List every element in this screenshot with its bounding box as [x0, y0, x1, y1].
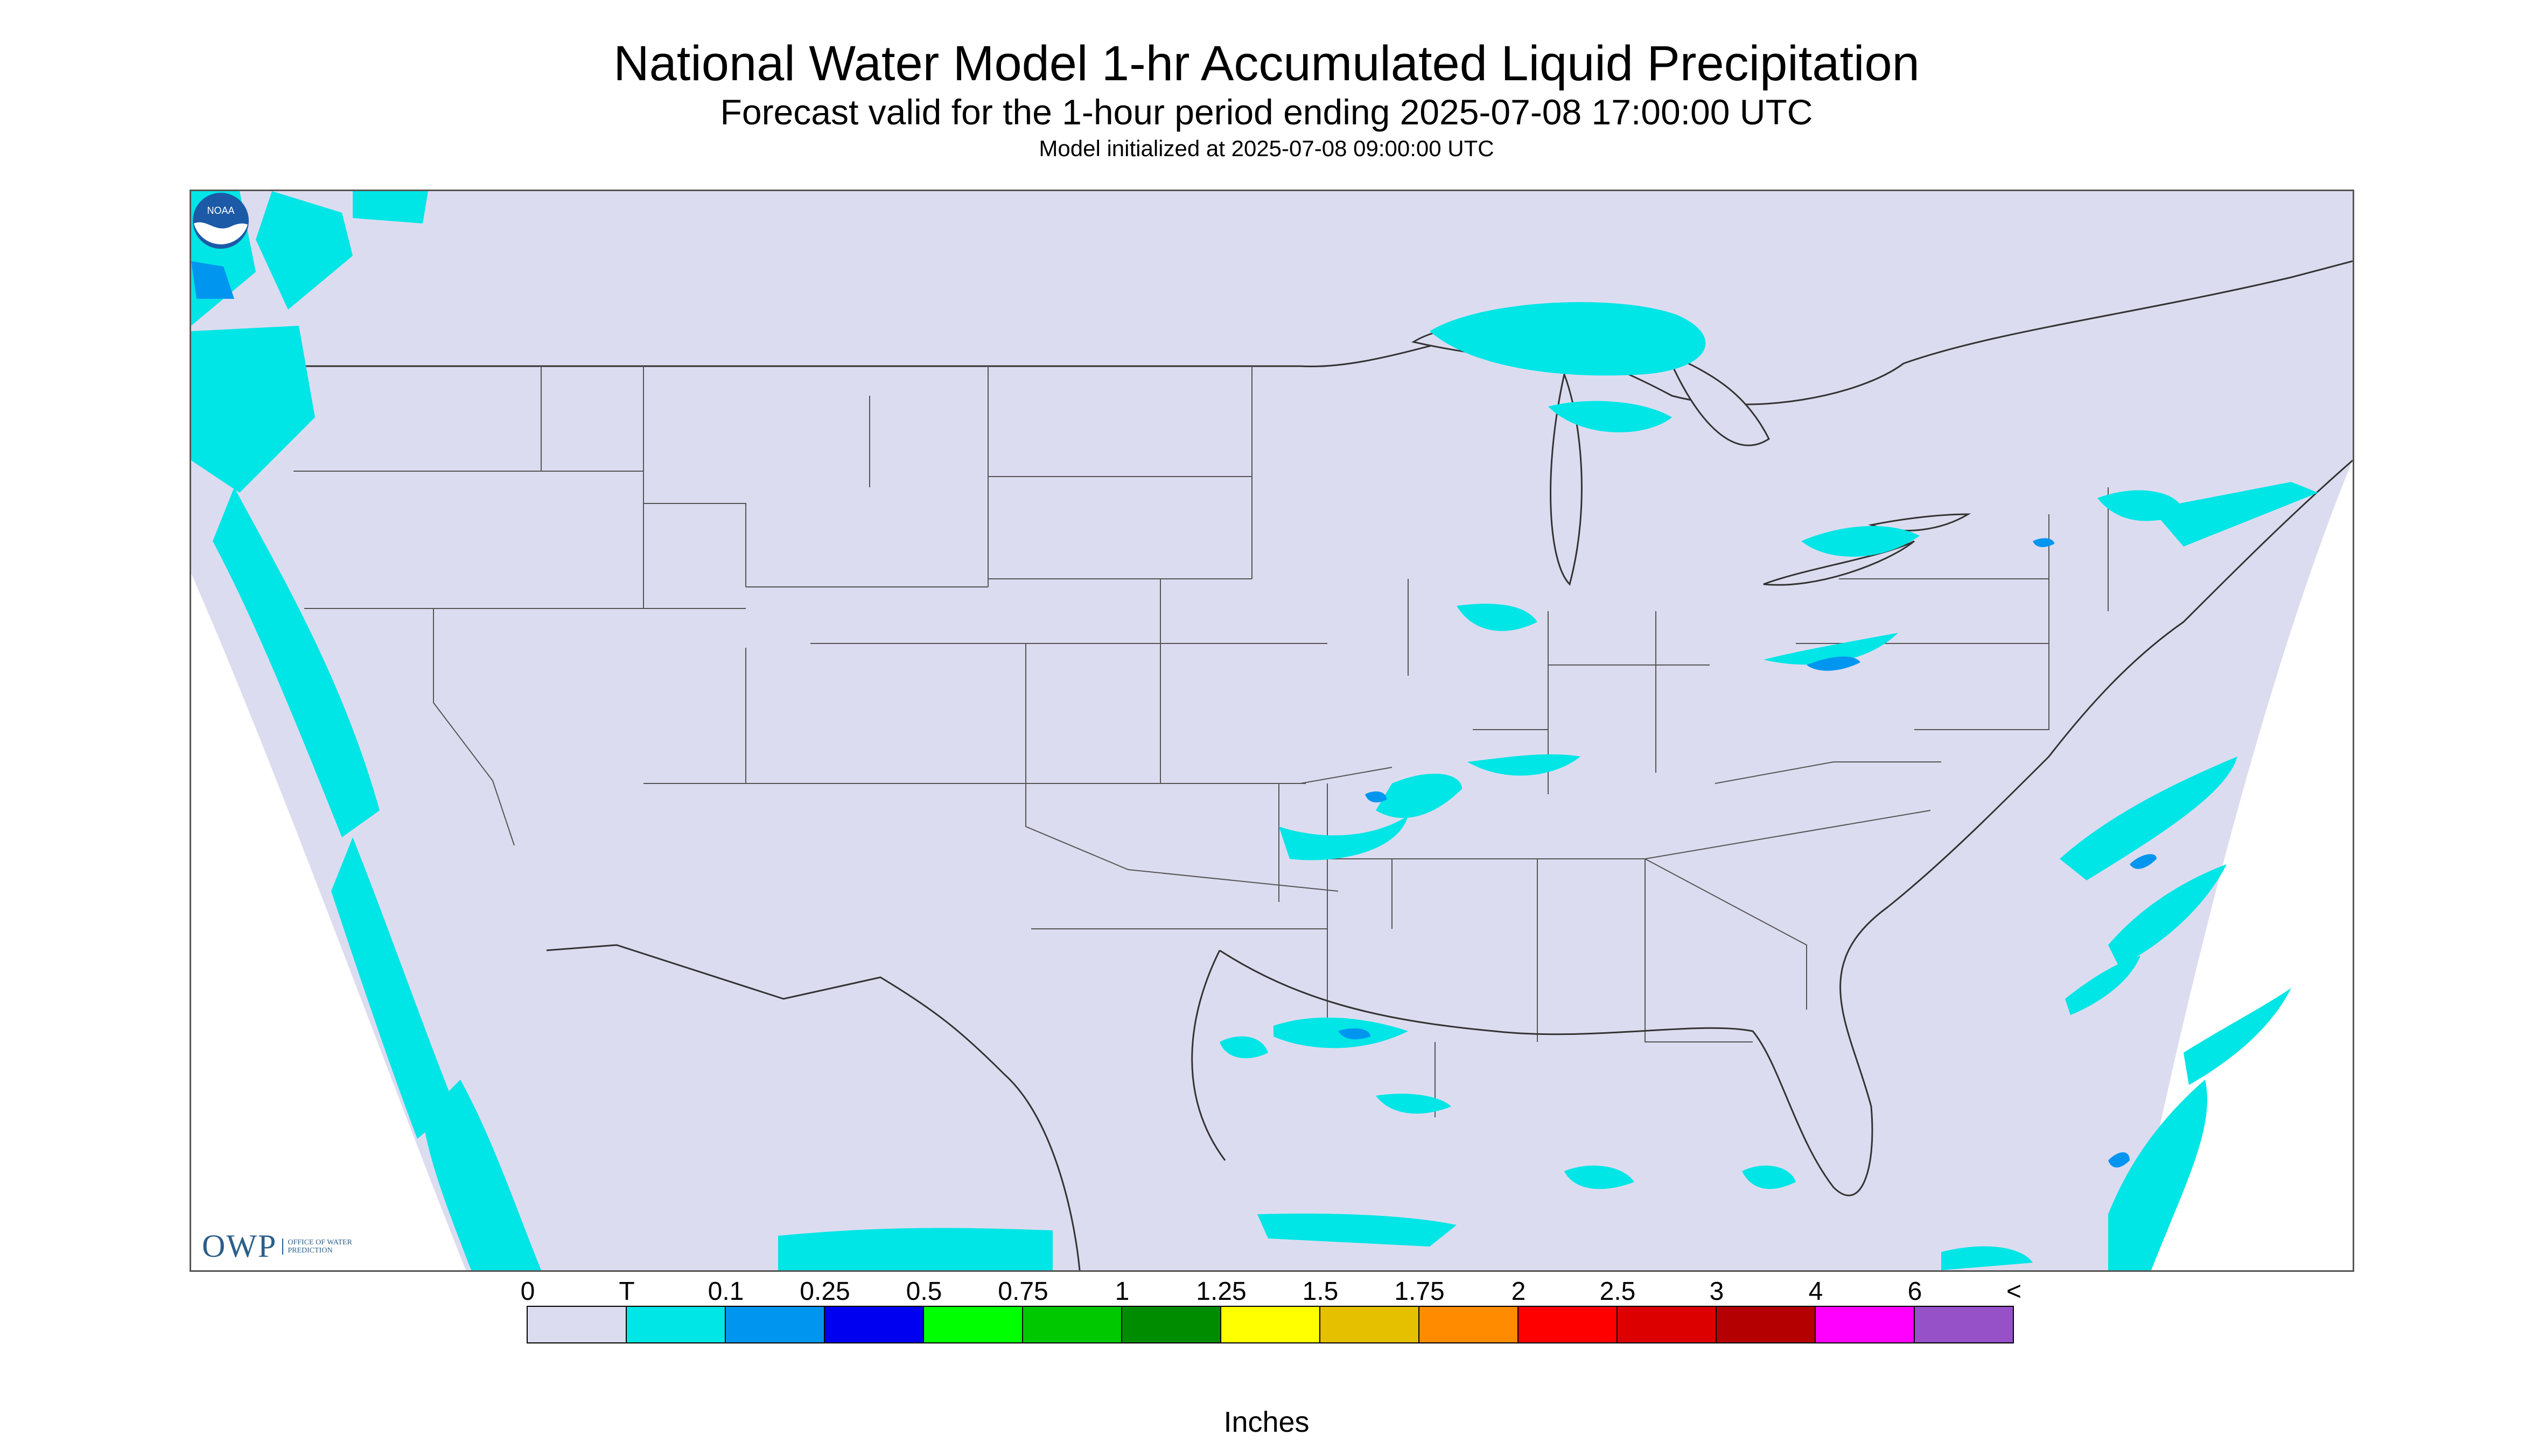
state-borders [293, 366, 2109, 1117]
legend-swatch [1914, 1306, 2014, 1343]
legend-labels: 0 T 0.1 0.25 0.5 0.75 1 1.25 1.5 1.75 2 2.5 3 4 6 < [521, 1277, 2021, 1345]
owp-logo-text: OWP [202, 1228, 277, 1264]
legend-swatch [824, 1306, 924, 1343]
legend-swatch [1418, 1306, 1519, 1343]
precipitation-map: OWP OFFICE OF WATER PREDICTION NOAA [190, 190, 2354, 1272]
legend-tick-label: 0 [520, 1277, 535, 1306]
legend-tick-label: 2 [1511, 1277, 1526, 1306]
legend-swatch [1022, 1306, 1122, 1343]
noaa-logo-text: NOAA [207, 205, 234, 216]
map-canvas [191, 191, 2353, 1270]
legend-tick-label: T [619, 1277, 635, 1306]
model-domain [191, 191, 2353, 1270]
precip-trace [191, 191, 2318, 1270]
color-legend [527, 1306, 2014, 1343]
noaa-logo: NOAA [193, 193, 249, 249]
legend-tick-label: 1.75 [1394, 1277, 1445, 1306]
gulf-coast [1191, 459, 2353, 1196]
legend-tick-label: 1 [1115, 1277, 1130, 1306]
legend-units: Inches [1223, 1406, 1310, 1438]
legend-swatch [725, 1306, 825, 1343]
legend-swatch [1319, 1306, 1419, 1343]
legend-tick-label: 0.75 [998, 1277, 1048, 1306]
legend-tick-label: 1.5 [1302, 1277, 1339, 1306]
legend-swatch [527, 1306, 627, 1343]
owp-logo-subtitle: OFFICE OF WATER PREDICTION [282, 1238, 358, 1255]
model-init-time: Model initialized at 2025-07-08 09:00:00… [1039, 136, 1494, 161]
precip-light [191, 261, 2157, 1168]
legend-tick-label: 0.25 [800, 1277, 850, 1306]
legend-tick-label: 1.25 [1196, 1277, 1247, 1306]
owp-logo: OWP OFFICE OF WATER PREDICTION [202, 1228, 358, 1265]
legend-tick-label: < [2006, 1277, 2022, 1306]
legend-tick-label: 6 [1907, 1277, 1922, 1306]
legend-swatch [1716, 1306, 1816, 1343]
map-subtitle: Forecast valid for the 1-hour period end… [720, 92, 1813, 132]
legend-swatch [1617, 1306, 1717, 1343]
legend-tick-label: 0.5 [906, 1277, 942, 1306]
legend-swatch [1121, 1306, 1221, 1343]
legend-swatch [1220, 1306, 1320, 1343]
legend-tick-label: 2.5 [1599, 1277, 1636, 1306]
legend-tick-label: 4 [1808, 1277, 1823, 1306]
legend-swatch [1815, 1306, 1915, 1343]
legend-tick-label: 3 [1709, 1277, 1724, 1306]
legend-tick-label: 0.1 [708, 1277, 744, 1306]
map-title: National Water Model 1-hr Accumulated Li… [613, 36, 1920, 91]
